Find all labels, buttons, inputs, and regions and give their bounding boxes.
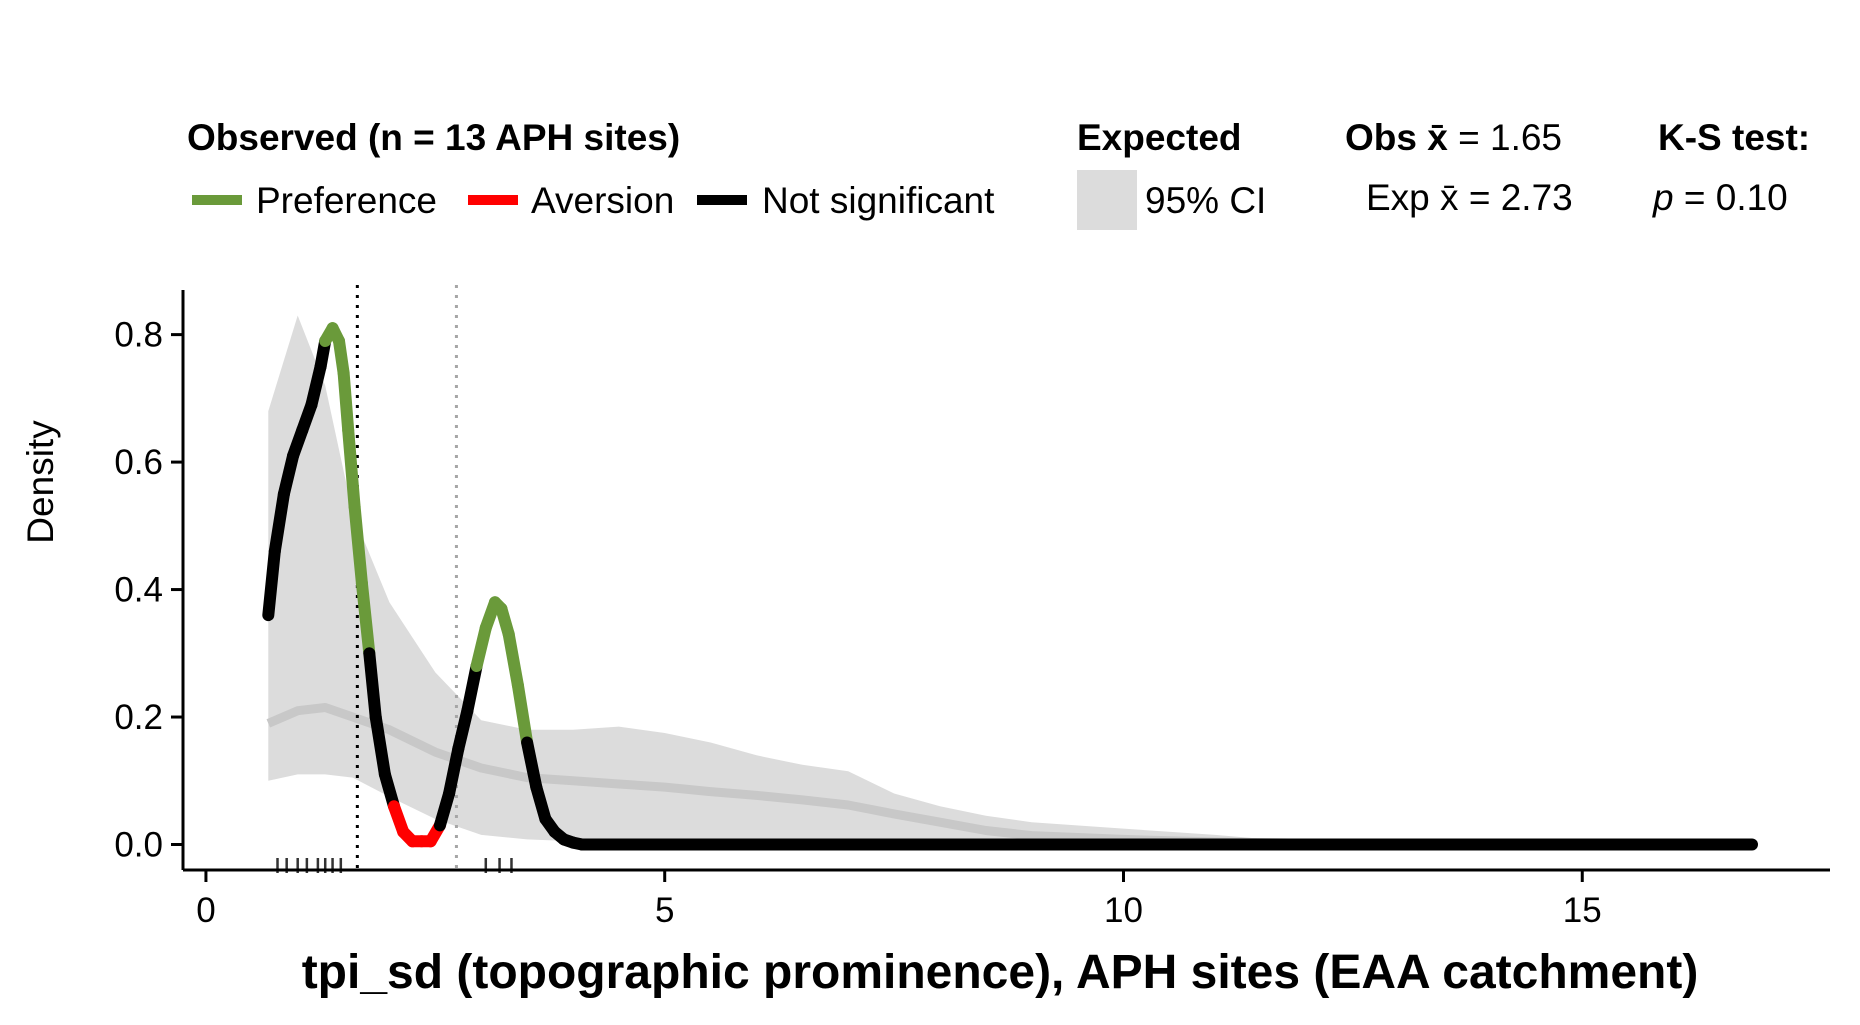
observed-density-layer xyxy=(262,322,1758,851)
ks-p-text: p = 0.10 xyxy=(1652,177,1788,218)
exp-mean-text: Exp x̄ = 2.73 xyxy=(1366,177,1573,218)
x-tick-label: 10 xyxy=(1104,891,1143,930)
y-axis-title: Density xyxy=(20,420,61,544)
not-significant-label: Not significant xyxy=(762,180,995,221)
observed-not-significant-segment xyxy=(305,360,327,411)
obs-mean-text: Obs x̄ = 1.65 xyxy=(1345,117,1562,158)
y-tick-label: 0.8 xyxy=(114,316,163,355)
aversion-swatch xyxy=(468,195,518,205)
y-tick-label: 0.6 xyxy=(114,443,163,482)
expected-ci-band-layer xyxy=(268,315,1752,845)
observed-not-significant-segment xyxy=(369,711,391,781)
x-axis-title: tpi_sd (topographic prominence), APH sit… xyxy=(302,946,1699,999)
y-tick-label: 0.4 xyxy=(114,571,163,610)
observed-preference-segment xyxy=(337,366,355,437)
y-tick-label: 0.2 xyxy=(114,698,163,737)
observed-preference-segment xyxy=(470,621,492,672)
observed-not-significant-segment xyxy=(461,660,483,717)
observed-not-significant-segment xyxy=(268,488,290,558)
observed-not-significant-segment xyxy=(363,647,382,723)
observed-not-significant-segment xyxy=(443,742,465,800)
ks-test-title: K-S test: xyxy=(1658,117,1810,158)
x-axis-ticks: 0 5 10 15 xyxy=(196,870,1602,930)
exp-mean-label: Exp x̄ xyxy=(1366,177,1459,218)
ci-band xyxy=(268,315,1752,845)
legend-observed-title: Observed (n = 13 APH sites) xyxy=(187,117,680,158)
axes: 0.0 0.2 0.4 0.6 0.8 0 5 10 15 xyxy=(114,290,1830,930)
observed-not-significant-segment xyxy=(521,736,543,794)
observed-not-significant-segment xyxy=(452,704,474,755)
observed-preference-segment xyxy=(348,500,368,590)
ks-p-label: p xyxy=(1652,177,1674,218)
not-significant-swatch xyxy=(697,195,747,205)
x-tick-label: 5 xyxy=(655,891,674,930)
aversion-label: Aversion xyxy=(531,180,674,221)
observed-preference-segment xyxy=(502,628,524,692)
preference-swatch xyxy=(192,195,242,205)
observed-preference-segment xyxy=(511,679,534,749)
observed-preference-segment xyxy=(342,424,361,513)
ci-swatch xyxy=(1077,170,1137,230)
y-tick-label: 0.0 xyxy=(114,826,163,865)
exp-mean-value: = 2.73 xyxy=(1459,177,1573,218)
ci-label: 95% CI xyxy=(1145,180,1266,221)
legend-expected-title: Expected xyxy=(1077,117,1242,158)
observed-not-significant-segment xyxy=(262,545,281,622)
observed-not-significant-segment xyxy=(277,449,300,500)
x-tick-label: 0 xyxy=(196,891,215,930)
ks-p-value: = 0.10 xyxy=(1674,177,1788,218)
observed-preference-segment xyxy=(355,577,376,660)
preference-label: Preference xyxy=(256,180,437,221)
obs-mean-value: = 1.65 xyxy=(1448,117,1562,158)
y-axis-ticks: 0.0 0.2 0.4 0.6 0.8 xyxy=(114,316,183,865)
x-tick-label: 15 xyxy=(1563,891,1602,930)
obs-mean-label: Obs x̄ xyxy=(1345,117,1448,158)
legend: Observed (n = 13 APH sites) Preference A… xyxy=(187,117,1810,230)
